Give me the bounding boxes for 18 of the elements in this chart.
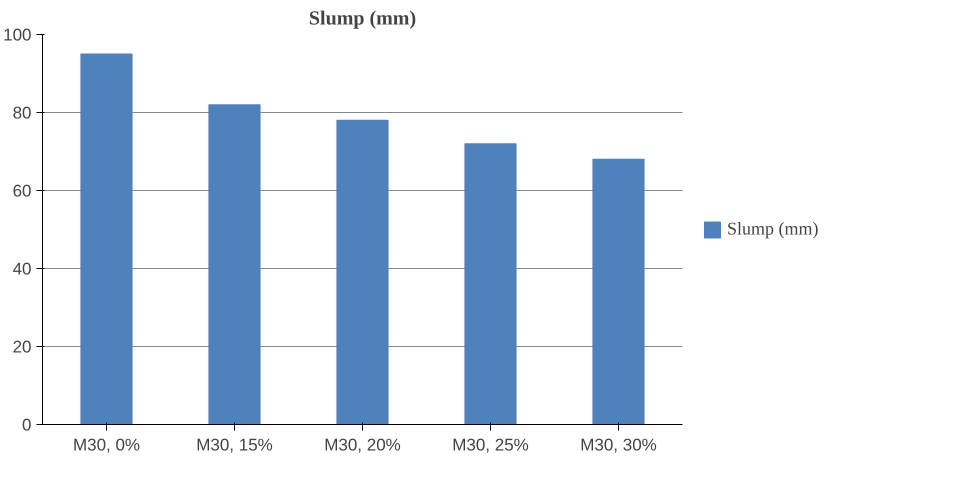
x-tick-label: M30, 0% <box>72 436 140 454</box>
x-tick-label: M30, 25% <box>452 436 529 454</box>
chart-title: Slump (mm) <box>308 8 416 30</box>
y-tick-label: 80 <box>12 104 32 122</box>
y-tick-label: 0 <box>22 416 32 434</box>
x-tick-label: M30, 30% <box>580 436 657 454</box>
x-tick-label: M30, 20% <box>324 436 401 454</box>
y-tick-label: 40 <box>12 260 32 278</box>
y-tick-label: 20 <box>12 338 32 356</box>
bar <box>336 120 389 424</box>
y-tick-label: 60 <box>12 182 32 200</box>
bar <box>464 143 517 424</box>
x-tick-label: M30, 15% <box>196 436 273 454</box>
bar <box>592 158 645 424</box>
legend-label: Slump (mm) <box>727 218 819 240</box>
bar <box>80 54 133 424</box>
bar <box>208 104 261 424</box>
y-tick-label: 100 <box>3 26 32 44</box>
